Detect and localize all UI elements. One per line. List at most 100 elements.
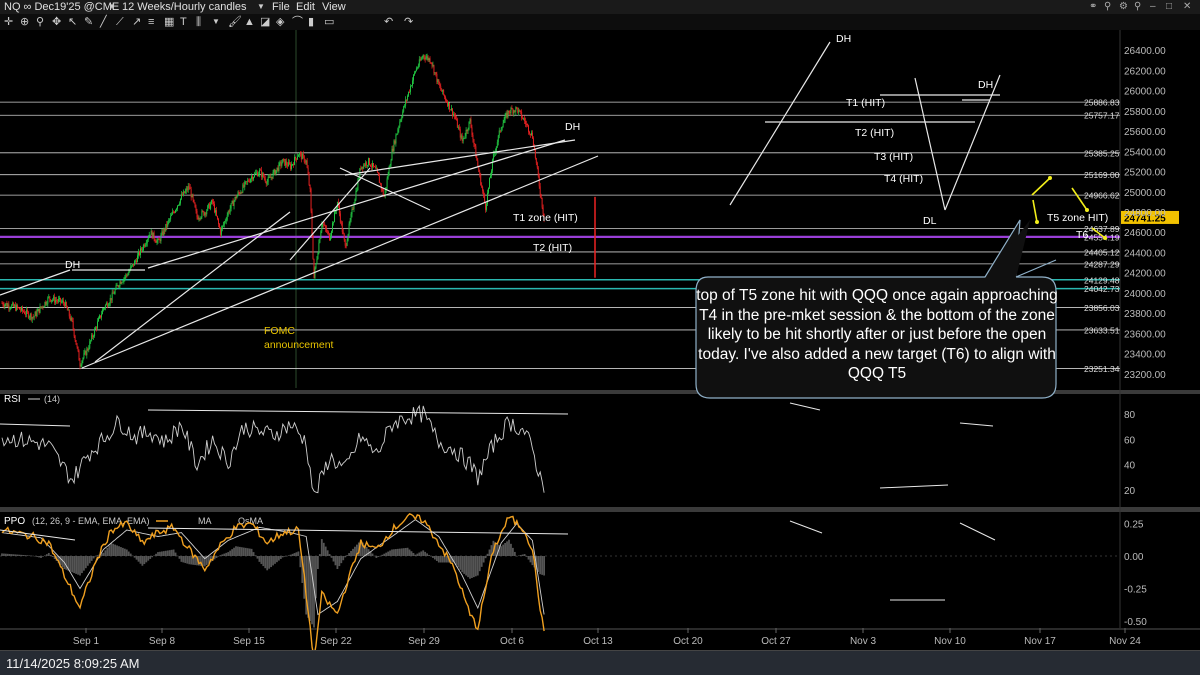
candle-body: [461, 135, 463, 141]
candle-body: [112, 292, 114, 294]
menu-view[interactable]: View: [322, 1, 346, 13]
chart-canvas[interactable]: 25886.83 25757.17 25385.25 25169.00 24966.62…: [0, 30, 1200, 650]
candle-body: [11, 304, 13, 309]
paint-icon[interactable]: ▲: [244, 16, 255, 28]
candle-body: [407, 95, 409, 100]
candle-body: [253, 177, 254, 180]
rsi-title: RSI: [4, 394, 21, 405]
candle-body: [462, 138, 464, 141]
line-icon[interactable]: ╱: [100, 16, 107, 28]
candle-body: [140, 248, 142, 250]
osma-bar: [135, 556, 138, 560]
brush-icon[interactable]: 🖌: [228, 16, 242, 28]
level-label: 24405.12: [1084, 247, 1120, 257]
osma-bar: [157, 552, 159, 556]
redo-icon[interactable]: ↷: [404, 16, 414, 28]
candle-body: [394, 140, 396, 144]
candle-body: [238, 192, 240, 194]
trendline: [147, 139, 566, 269]
fib-icon[interactable]: ≡: [148, 16, 155, 28]
candle-body: [218, 224, 220, 228]
candle-body: [518, 109, 520, 113]
candle-body: [22, 307, 23, 311]
candle-body: [530, 132, 532, 136]
candle-body: [122, 281, 124, 283]
timeframe-selector[interactable]: 12 Weeks/Hourly candles: [122, 1, 247, 13]
magnet-icon[interactable]: ⌒: [292, 16, 303, 28]
pan-icon[interactable]: ✥: [52, 16, 62, 28]
candle-body: [264, 178, 266, 182]
candle-body: [395, 135, 397, 144]
rsi-tick-label: 60: [1124, 435, 1136, 446]
candle-body: [203, 211, 205, 216]
candle-body: [417, 65, 419, 68]
search-icon[interactable]: ⚲: [36, 16, 45, 28]
candle-body: [180, 194, 182, 199]
osma-bar: [118, 546, 120, 556]
chevron-down-icon[interactable]: ▼: [257, 2, 265, 11]
target-arrow: [1031, 177, 1051, 196]
search-icon[interactable]: ⚲: [1104, 1, 1112, 12]
crosshair-icon[interactable]: ✛: [4, 16, 14, 28]
chart-annotation: T6: [1076, 229, 1088, 241]
link-icon[interactable]: ⚭: [1089, 1, 1098, 12]
candle-body: [15, 305, 17, 311]
settings-icon[interactable]: ⚙: [1119, 1, 1128, 12]
grid-icon[interactable]: ▦: [164, 16, 175, 28]
candle-body: [441, 89, 443, 92]
candle-body: [24, 313, 26, 315]
rsi-divergence-line: [147, 409, 569, 415]
candle-body: [339, 213, 341, 223]
arrow-icon[interactable]: ↗: [132, 16, 142, 28]
maximize-icon[interactable]: □: [1166, 1, 1173, 12]
candle-body: [292, 164, 293, 165]
chart-annotation: DH: [836, 33, 851, 45]
osma-bar: [145, 556, 148, 563]
candle-body: [495, 146, 497, 152]
close-icon[interactable]: ✕: [1183, 1, 1192, 12]
mode-icon[interactable]: ◈: [276, 16, 285, 28]
candle-body: [262, 173, 264, 177]
bars-icon[interactable]: ⫼: [196, 16, 202, 28]
candle-body: [460, 135, 462, 138]
candle-body: [492, 153, 494, 160]
osma-bar: [172, 549, 175, 556]
undo-icon[interactable]: ↶: [384, 16, 394, 28]
candle-body: [465, 129, 467, 136]
candle-icon[interactable]: ▮: [308, 16, 315, 28]
box-icon[interactable]: ▭: [324, 16, 335, 28]
candle-body: [296, 158, 297, 160]
candle-body: [40, 306, 42, 308]
minimize-icon[interactable]: –: [1150, 1, 1156, 12]
eraser-icon[interactable]: ◪: [260, 16, 271, 28]
zoom-icon[interactable]: ⊕: [20, 16, 30, 28]
osma-bar: [437, 556, 440, 563]
candle-body: [459, 129, 461, 138]
osma-bar: [252, 552, 255, 556]
osma-bar: [143, 556, 146, 565]
ray-icon[interactable]: ⟋: [116, 16, 124, 28]
candle-body: [21, 307, 22, 311]
osma-bar: [270, 556, 272, 568]
candle-body: [329, 233, 331, 241]
osma-bar: [402, 548, 405, 556]
candle-body: [172, 211, 174, 215]
candle-body: [161, 231, 163, 235]
menu-edit[interactable]: Edit: [296, 1, 315, 13]
pin-icon[interactable]: ⚲: [1134, 1, 1142, 12]
osma-bar: [391, 549, 393, 556]
osma-bar: [26, 555, 29, 556]
chevron-down-icon[interactable]: ▼: [108, 2, 116, 11]
candle-body: [190, 189, 192, 198]
draw-icon[interactable]: ✎: [84, 16, 94, 28]
menu-file[interactable]: File: [272, 1, 290, 13]
osma-bar: [186, 556, 189, 564]
cursor-icon[interactable]: ↖: [68, 16, 78, 28]
osma-bar: [445, 556, 448, 563]
candle-body: [331, 231, 332, 237]
candle-body: [271, 176, 273, 179]
dropdown-icon[interactable]: ▼: [212, 17, 220, 26]
ppo-line: [1, 512, 545, 650]
text-icon[interactable]: T: [180, 16, 187, 28]
symbol-selector[interactable]: NQ ∞ Dec19'25 @CME: [4, 1, 120, 13]
